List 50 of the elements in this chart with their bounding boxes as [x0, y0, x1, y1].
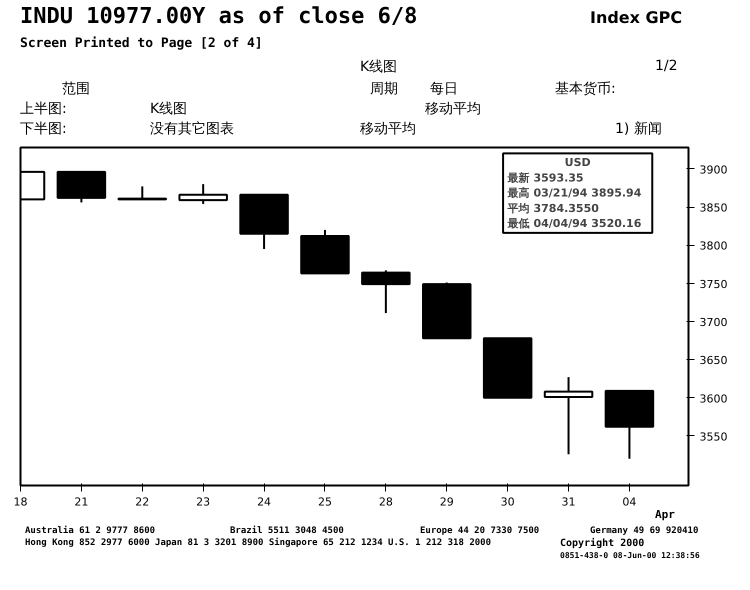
- chart-subtitle: Screen Printed to Page [2 of 4]: [20, 36, 263, 51]
- x-tick-label: 25: [318, 496, 332, 508]
- annotation: 最高 03/21/94 3895.94: [506, 186, 642, 200]
- chart-title: INDU 10977.00Y as of close 6/8: [20, 4, 418, 29]
- text: K线图: [150, 100, 188, 118]
- text: Apr: [655, 508, 675, 521]
- annotation: 最低 04/04/94 3520.16: [506, 217, 642, 230]
- x-tick-label: 29: [440, 496, 454, 508]
- text: 周期: [370, 80, 398, 98]
- annotation: 平均 3784.3550: [506, 202, 600, 215]
- text: 上半图:: [20, 100, 67, 118]
- y-tick-label: 3700: [700, 316, 728, 329]
- x-tick-label: 23: [196, 496, 210, 508]
- x-tick-label: 30: [500, 496, 515, 508]
- x-tick-label: 21: [74, 496, 88, 508]
- text: 下半图:: [20, 120, 67, 138]
- text: Index GPC: [590, 8, 682, 27]
- text: 移动平均: [425, 100, 481, 118]
- y-tick-label: 3650: [700, 354, 728, 368]
- annotation: 最新 3593.35: [506, 171, 584, 184]
- text: 基本货币:: [555, 80, 616, 98]
- text: Brazil 5511 3048 4500: [230, 526, 344, 536]
- text: Australia 61 2 9777 8600: [25, 526, 156, 536]
- text: 没有其它图表: [150, 120, 234, 138]
- text: 1) 新闻: [615, 120, 662, 138]
- text: Europe 44 20 7330 7500: [420, 526, 540, 536]
- text: 移动平均: [360, 120, 416, 138]
- text: Hong Kong 852 2977 6000 Japan 81 3 3201 8900 Singapore 65 212 1234 U.S. 1 212 318 2000: [25, 538, 491, 548]
- y-tick-label: 3800: [700, 240, 728, 253]
- candlestick: [118, 185, 168, 200]
- text: 0851-438-0 08-Jun-00 12:38:56: [560, 551, 700, 560]
- y-tick-label: 3850: [700, 202, 728, 215]
- y-tick-label: 3550: [700, 430, 728, 444]
- y-tick-label: 3900: [700, 163, 728, 176]
- x-tick-label: 18: [14, 496, 28, 508]
- x-tick-label: 28: [378, 496, 393, 508]
- text: 范围: [62, 80, 90, 98]
- text: 每日: [430, 80, 458, 98]
- x-tick-label: 22: [135, 496, 150, 508]
- x-tick-label: 31: [562, 496, 576, 508]
- text: Germany 49 69 920410: [590, 526, 698, 536]
- text: K线图: [360, 58, 398, 76]
- x-tick-label: 04: [622, 496, 636, 508]
- annotation: USD: [564, 156, 591, 170]
- candlestick: [544, 376, 594, 456]
- y-tick-label: 3750: [700, 278, 728, 291]
- text: 1/2: [655, 58, 678, 74]
- y-tick-label: 3600: [700, 392, 728, 406]
- text: Copyright 2000: [560, 538, 644, 549]
- x-tick-label: 24: [257, 496, 272, 508]
